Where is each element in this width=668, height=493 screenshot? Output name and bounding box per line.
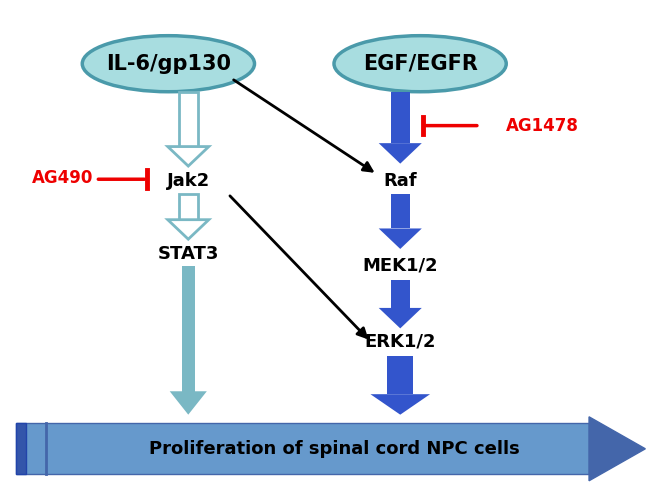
- FancyBboxPatch shape: [179, 92, 198, 146]
- Text: Jak2: Jak2: [166, 172, 210, 190]
- FancyBboxPatch shape: [391, 194, 409, 228]
- Text: STAT3: STAT3: [158, 245, 219, 263]
- Text: Raf: Raf: [383, 172, 417, 190]
- Polygon shape: [168, 146, 209, 166]
- Text: Proliferation of spinal cord NPC cells: Proliferation of spinal cord NPC cells: [148, 440, 520, 458]
- Polygon shape: [379, 228, 422, 249]
- Polygon shape: [371, 394, 430, 415]
- FancyBboxPatch shape: [16, 423, 589, 474]
- Text: AG490: AG490: [31, 169, 93, 187]
- Text: AG1478: AG1478: [506, 117, 579, 135]
- Ellipse shape: [82, 35, 255, 92]
- Polygon shape: [379, 143, 422, 164]
- FancyBboxPatch shape: [182, 266, 195, 395]
- FancyBboxPatch shape: [391, 280, 409, 308]
- Ellipse shape: [334, 35, 506, 92]
- Polygon shape: [170, 391, 207, 415]
- Text: ERK1/2: ERK1/2: [365, 333, 436, 351]
- Polygon shape: [379, 308, 422, 328]
- FancyBboxPatch shape: [179, 194, 198, 220]
- FancyBboxPatch shape: [391, 92, 409, 143]
- Text: MEK1/2: MEK1/2: [363, 257, 438, 275]
- Polygon shape: [589, 417, 645, 481]
- Text: IL-6/gp130: IL-6/gp130: [106, 54, 231, 74]
- FancyBboxPatch shape: [16, 423, 26, 474]
- FancyBboxPatch shape: [387, 356, 413, 394]
- Text: EGF/EGFR: EGF/EGFR: [363, 54, 478, 74]
- Polygon shape: [168, 220, 209, 239]
